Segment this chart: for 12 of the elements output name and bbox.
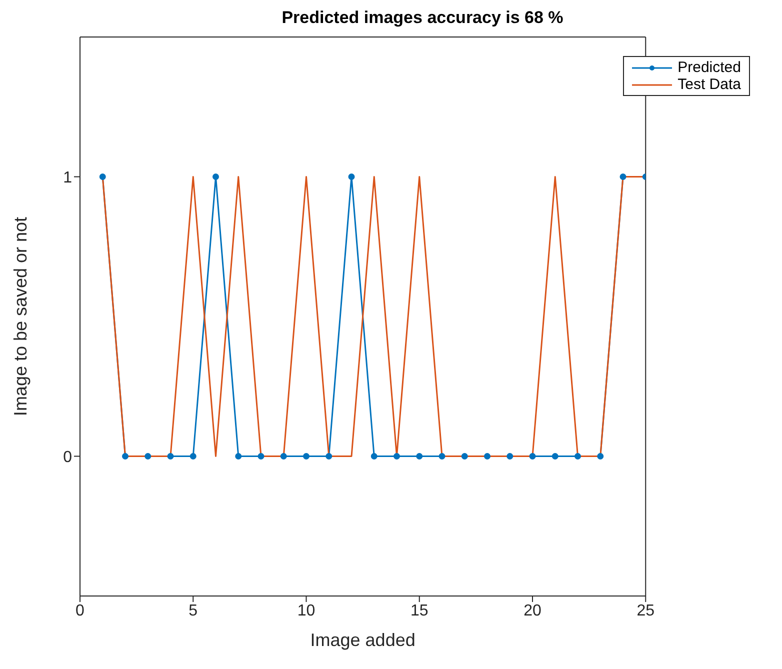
y-tick-label: 1 xyxy=(63,169,72,186)
x-axis-title: Image added xyxy=(310,630,416,650)
x-tick-label: 5 xyxy=(188,602,198,620)
x-tick-label: 10 xyxy=(297,602,316,620)
x-tick-label: 0 xyxy=(76,602,85,620)
x-tick-label: 20 xyxy=(524,602,542,620)
chart-title: Predicted images accuracy is 68 % xyxy=(280,8,564,28)
legend-label: Test Data xyxy=(678,76,741,93)
legend-label: Predicted xyxy=(678,59,741,76)
y-axis-title: Image to be saved or not xyxy=(10,216,30,416)
x-tick-label: 25 xyxy=(636,602,655,620)
x-tick-label: 15 xyxy=(410,602,428,620)
